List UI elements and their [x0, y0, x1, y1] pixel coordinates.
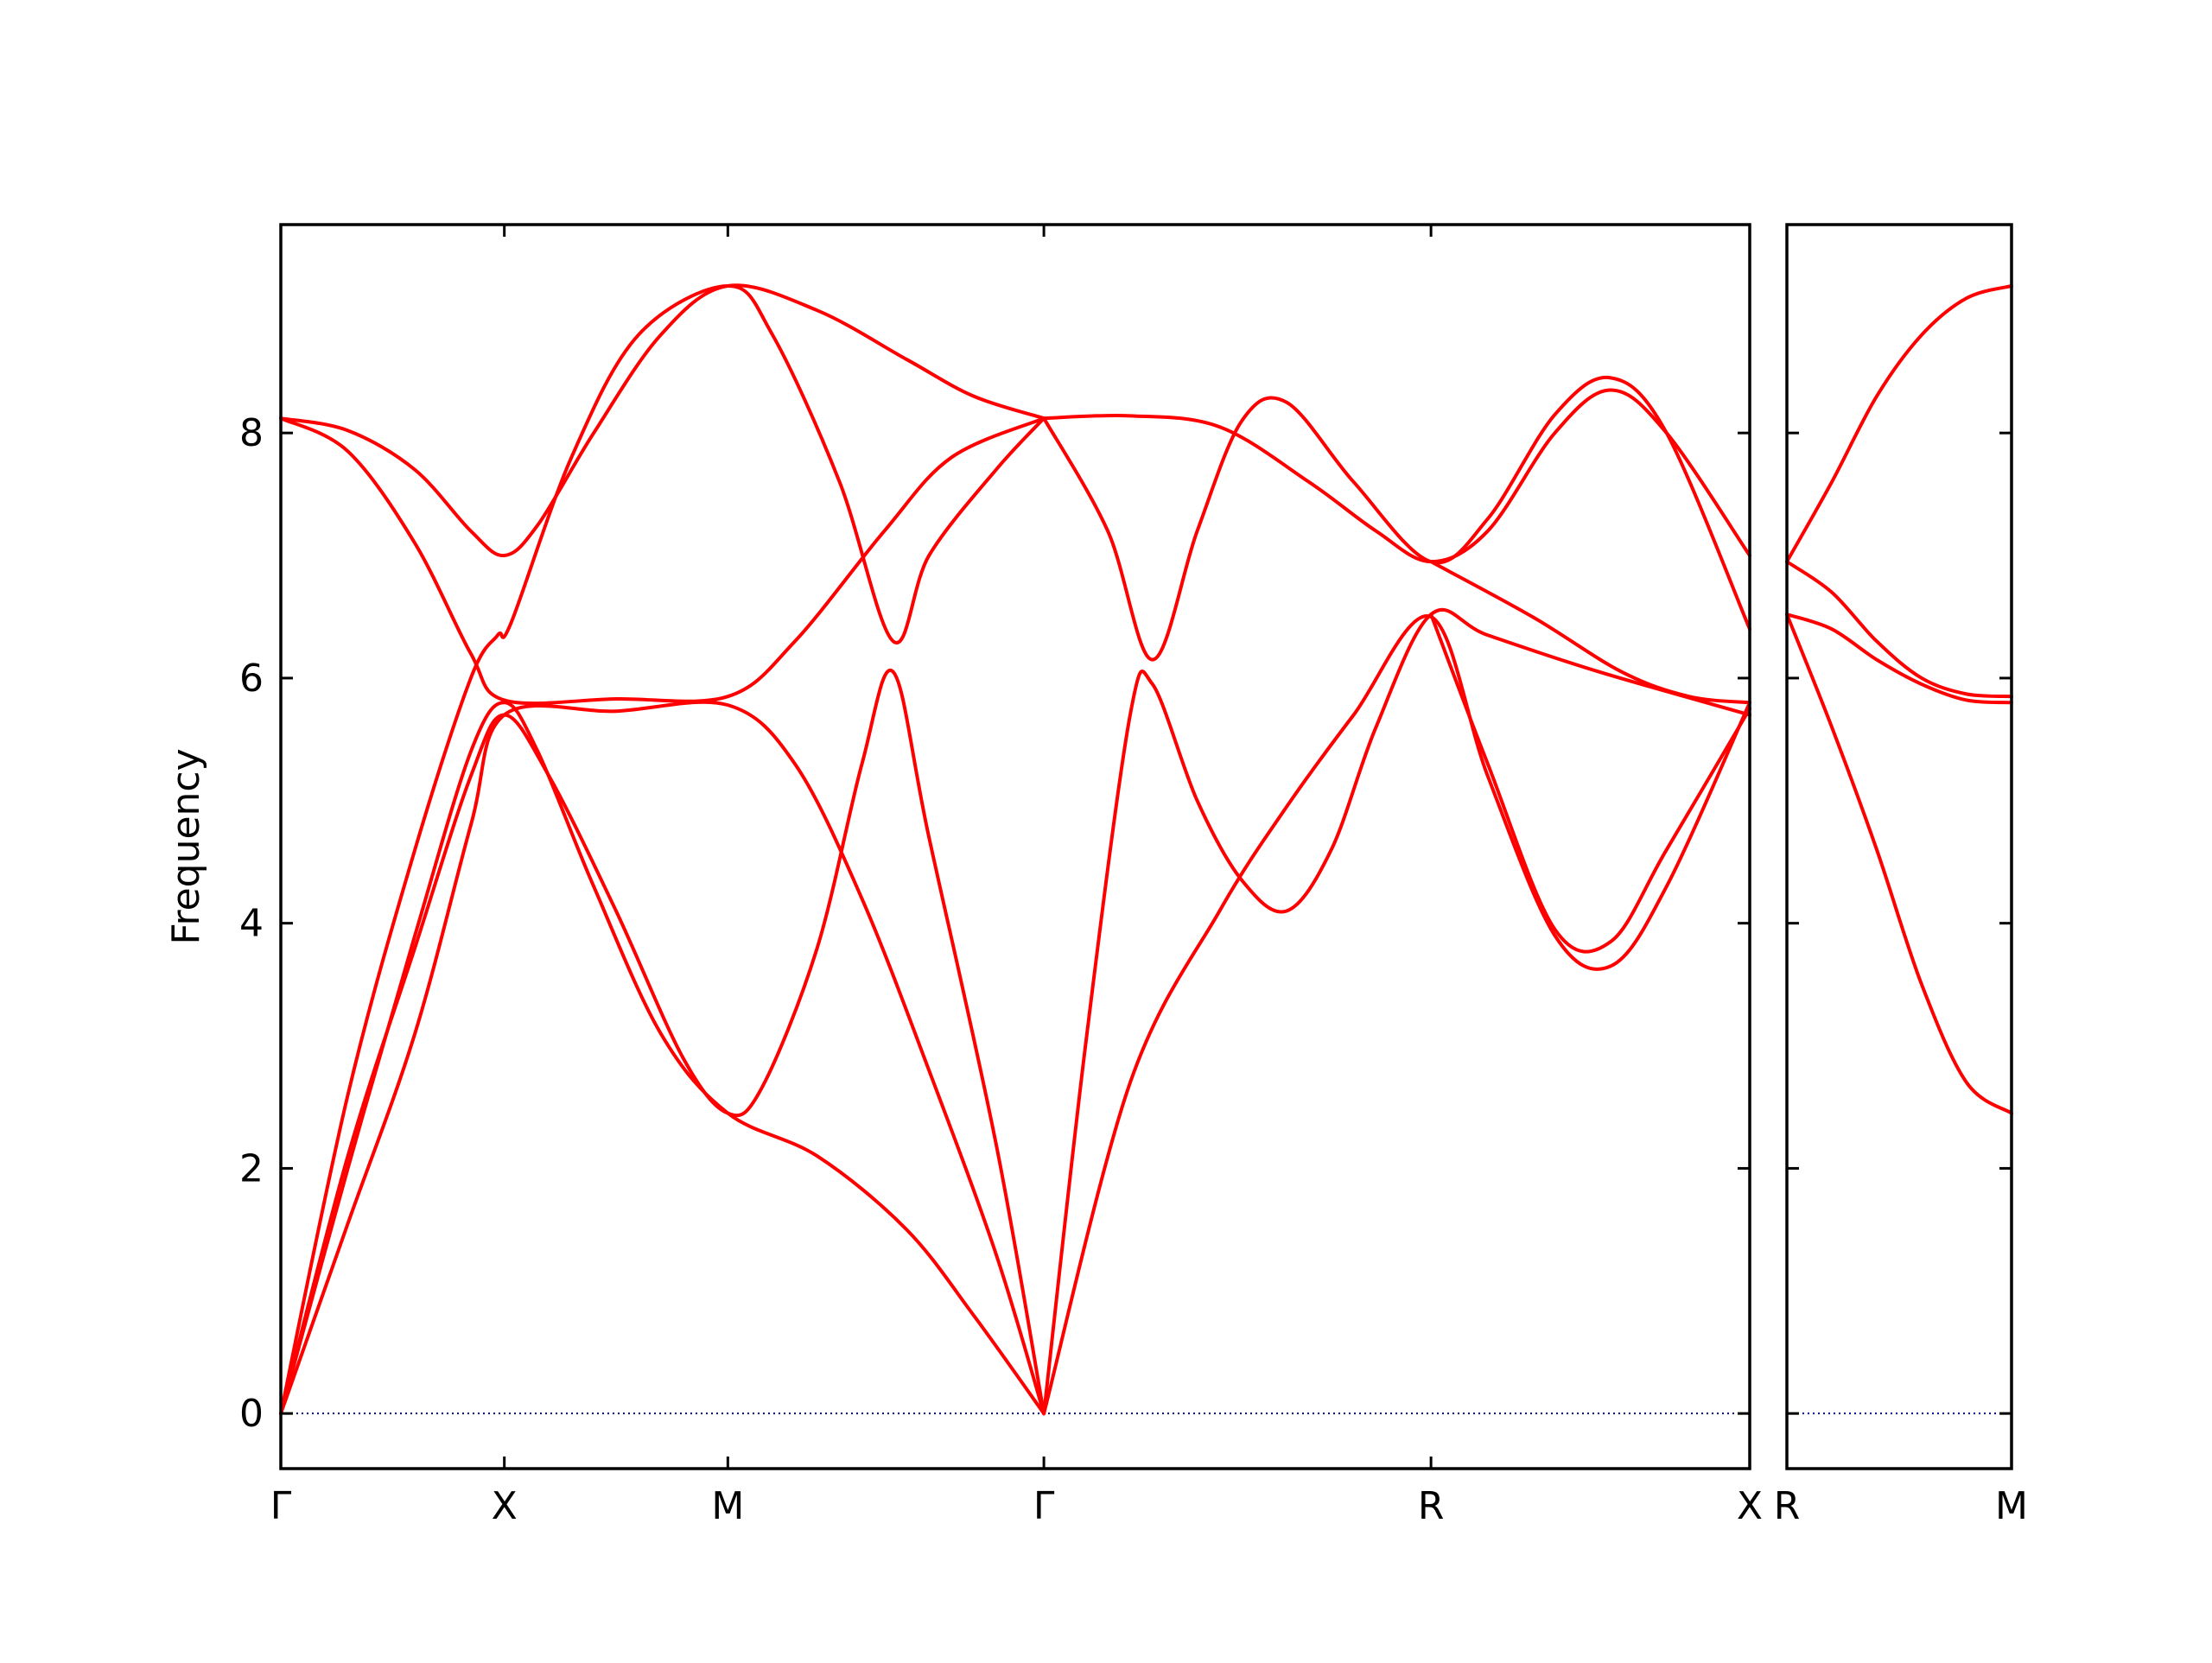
y-tick-label: 0: [239, 1392, 264, 1436]
x-tick-label: Γ: [270, 1484, 292, 1528]
plot-frame-main: [279, 223, 1751, 1470]
band-right-4: [1785, 613, 2013, 1115]
band-right-1: [1785, 283, 2013, 564]
x-tick-label: X: [492, 1484, 518, 1528]
band-main-11: [1429, 613, 1751, 954]
band-main-2: [279, 416, 1046, 706]
band-main-3: [279, 668, 1046, 1416]
y-tick-label: 2: [239, 1146, 264, 1190]
x-tick-label: M: [1995, 1484, 2028, 1528]
y-tick-label: 4: [239, 902, 264, 946]
x-tick-label: X: [1737, 1484, 1763, 1528]
band-main-5: [279, 700, 1046, 1416]
x-tick-label: Γ: [1033, 1484, 1055, 1528]
band-main-10: [1042, 613, 1751, 1416]
band-main-1: [279, 283, 1046, 558]
band-right-2: [1785, 560, 2013, 699]
bands-layer: [279, 283, 2013, 1416]
y-axis-label: Frequency: [164, 748, 208, 944]
band-main-9: [1042, 607, 1751, 1416]
y-tick-label: 6: [239, 657, 264, 701]
band-main-12: [1429, 560, 1751, 705]
band-right-3: [1785, 613, 2013, 705]
band-main-4: [279, 283, 1046, 1416]
y-tick-label: 8: [239, 411, 264, 455]
x-tick-label: R: [1418, 1484, 1445, 1528]
band-main-6: [279, 701, 1046, 1416]
x-tick-label: R: [1774, 1484, 1801, 1528]
plot-frame-right: [1785, 223, 2013, 1470]
band-main-8: [1042, 375, 1751, 662]
x-tick-label: M: [711, 1484, 744, 1528]
